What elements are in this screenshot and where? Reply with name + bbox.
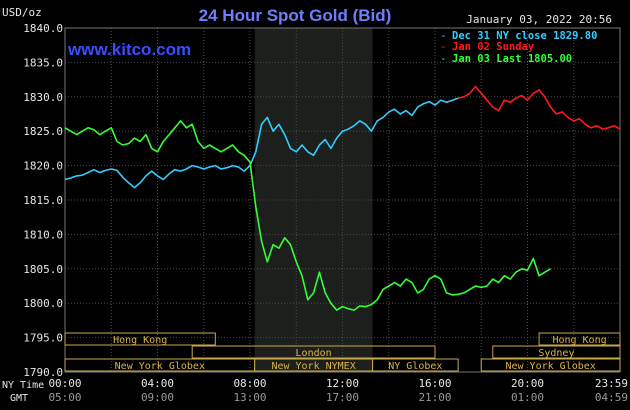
y-axis-tick-labels: 1840.0 1835.0 1830.0 1825.0 1820.0 1815.0 1810… bbox=[23, 22, 63, 379]
x-tick-label-ny: 00:00 bbox=[48, 377, 81, 390]
watermark-link[interactable]: www.kitco.com bbox=[67, 40, 191, 59]
legend-marker: - bbox=[440, 40, 447, 53]
legend-marker: - bbox=[440, 29, 447, 42]
session-label: Hong Kong bbox=[113, 335, 167, 346]
legend-entry: - Jan 03 Last 1805.00 bbox=[440, 52, 572, 65]
series-line bbox=[457, 85, 621, 130]
legend: - Dec 31 NY close 1829.80 - Jan 02 Sunda… bbox=[440, 29, 597, 65]
y-tick-label: 1790.0 bbox=[23, 366, 63, 379]
y-tick-label: 1820.0 bbox=[23, 160, 63, 173]
nymex-session-shade bbox=[254, 28, 373, 372]
x-tick-label-gmt: 17:00 bbox=[326, 391, 359, 404]
x-tick-label-ny: 20:00 bbox=[511, 377, 544, 390]
legend-label: Jan 02 Sunday bbox=[452, 41, 535, 53]
x-tick-label-ny: 08:00 bbox=[233, 377, 266, 390]
session-label: NY Globex bbox=[388, 361, 442, 372]
session-bar bbox=[191, 345, 436, 359]
session-label: Hong Kong bbox=[552, 335, 606, 346]
session-bar bbox=[372, 358, 459, 372]
x-tick-label-gmt: 04:59 bbox=[595, 391, 628, 404]
legend-entry: - Dec 31 NY close 1829.80 bbox=[440, 29, 597, 42]
session-label: London bbox=[296, 348, 332, 359]
legend-label: Jan 03 Last 1805.00 bbox=[452, 53, 572, 65]
series-line bbox=[64, 120, 552, 311]
legend-label: Dec 31 NY close 1829.80 bbox=[452, 30, 597, 42]
session-bar bbox=[538, 332, 621, 346]
y-tick-label: 1825.0 bbox=[23, 125, 63, 138]
y-tick-label: 1795.0 bbox=[23, 332, 63, 345]
y-tick-label: 1835.0 bbox=[23, 56, 63, 69]
session-label: New York Globex bbox=[115, 361, 205, 372]
y-tick-label: 1800.0 bbox=[23, 297, 63, 310]
ny-time-row-label: NY Time bbox=[2, 380, 44, 391]
x-tick-label-gmt: 21:00 bbox=[418, 391, 451, 404]
session-bar bbox=[64, 332, 216, 346]
session-bar bbox=[480, 358, 621, 372]
y-tick-label: 1840.0 bbox=[23, 22, 63, 35]
price-series bbox=[64, 85, 621, 311]
y-tick-label: 1810.0 bbox=[23, 228, 63, 241]
timestamp: January 03, 2022 20:56 bbox=[466, 13, 612, 26]
gmt-row-label: GMT bbox=[10, 393, 28, 404]
x-tick-label-gmt: 13:00 bbox=[233, 391, 266, 404]
legend-entry: - Jan 02 Sunday bbox=[440, 40, 535, 53]
series-line bbox=[64, 97, 459, 189]
market-session-bars: Hong Kong Hong Kong London Sydney New York G… bbox=[64, 332, 621, 372]
x-tick-label-ny: 16:00 bbox=[418, 377, 451, 390]
x-tick-label-gmt: 01:00 bbox=[511, 391, 544, 404]
session-bar bbox=[492, 345, 621, 359]
x-tick-label-ny: 04:00 bbox=[141, 377, 174, 390]
x-tick-label-ny: 12:00 bbox=[326, 377, 359, 390]
x-tick-label-ny: 23:59 bbox=[595, 377, 628, 390]
plot-frame bbox=[64, 27, 621, 373]
y-tick-label: 1805.0 bbox=[23, 263, 63, 276]
x-tick-label-gmt: 09:00 bbox=[141, 391, 174, 404]
y-tick-label: 1815.0 bbox=[23, 194, 63, 207]
x-tick-label-gmt: 05:00 bbox=[48, 391, 81, 404]
legend-marker: - bbox=[440, 52, 447, 65]
chart-title: 24 Hour Spot Gold (Bid) bbox=[199, 6, 392, 25]
unit-label: USD/oz bbox=[2, 6, 42, 19]
session-label: Sydney bbox=[538, 348, 574, 359]
y-tick-label: 1830.0 bbox=[23, 91, 63, 104]
session-label: New York Globex bbox=[505, 361, 595, 372]
session-label: New York NYMEX bbox=[271, 361, 355, 372]
